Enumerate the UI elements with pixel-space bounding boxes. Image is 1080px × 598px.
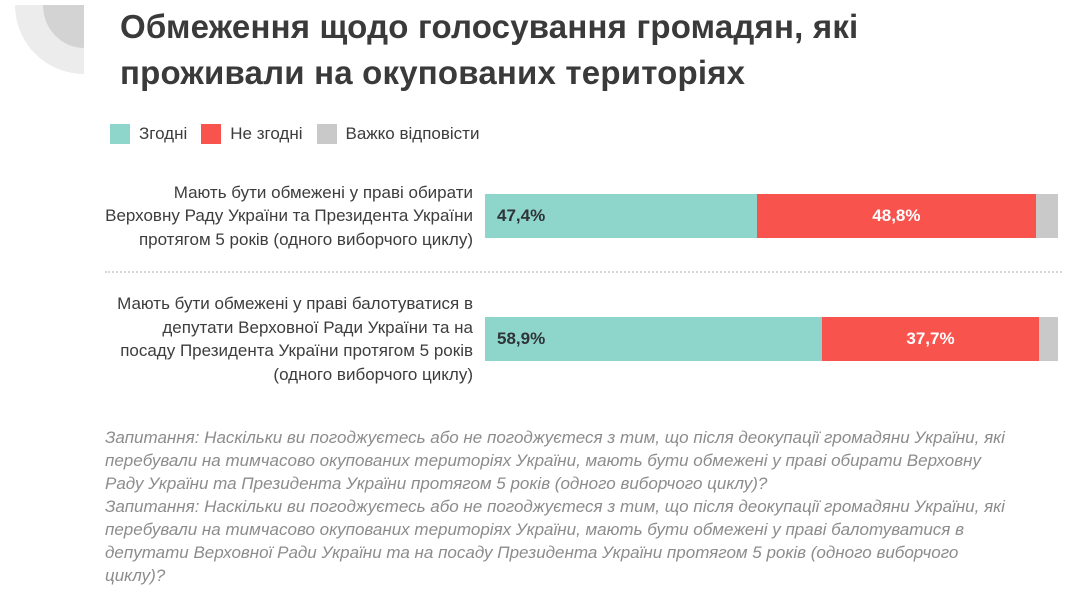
legend-label-hard-to-answer: Важко відповісти <box>345 124 480 143</box>
footnotes: Запитання: Наскільки ви погоджуєтесь або… <box>105 426 1023 587</box>
bar-track: 58,9% 37,7% <box>485 317 1058 361</box>
legend-swatch-agree <box>110 124 130 144</box>
legend-item-disagree: Не згодні <box>201 124 303 144</box>
bar-segment-hard-to-answer <box>1038 317 1058 361</box>
legend-item-hard-to-answer: Важко відповісти <box>316 124 480 144</box>
bar-track: 47,4% 48,8% <box>485 194 1058 238</box>
legend-swatch-disagree <box>201 124 222 144</box>
bar-segment-agree: 58,9% <box>485 317 823 361</box>
legend-item-agree: Згодні <box>110 124 187 144</box>
page-title: Обмеження щодо голосування громадян, які… <box>120 4 1060 96</box>
row-label: Мають бути обмежені у праві обирати Верх… <box>105 182 473 249</box>
bar-segment-hard-to-answer <box>1036 194 1058 238</box>
legend: Згодні Не згодні Важко відповісти <box>110 124 479 144</box>
bar-segment-agree: 47,4% <box>485 194 757 238</box>
page-title-line1: Обмеження щодо голосування громадян, які <box>120 8 859 45</box>
legend-label-disagree: Не згодні <box>230 124 303 143</box>
page-title-line2: проживали на окупованих територіях <box>120 54 746 91</box>
chart-row-candidacy-restriction: Мають бути обмежені у праві балотуватися… <box>105 276 1058 402</box>
footnote-question-1: Запитання: Наскільки ви погоджуєтесь або… <box>105 428 1005 493</box>
chart-row-vote-restriction: Мають бути обмежені у праві обирати Верх… <box>105 163 1058 269</box>
row-separator <box>105 271 1062 273</box>
bar-value-agree: 58,9% <box>497 329 546 348</box>
footnote-question-2: Запитання: Наскільки ви погоджуєтесь або… <box>105 497 1005 585</box>
bar-segment-disagree: 37,7% <box>822 317 1039 361</box>
bar-segment-disagree: 48,8% <box>756 194 1037 238</box>
decorative-quarter-circle <box>15 5 84 74</box>
bar-value-disagree: 37,7% <box>906 329 955 348</box>
legend-swatch-hard-to-answer <box>316 124 337 144</box>
bar-value-disagree: 48,8% <box>872 206 921 225</box>
bar-value-agree: 47,4% <box>497 206 546 225</box>
row-label: Мають бути обмежені у праві балотуватися… <box>117 294 473 384</box>
legend-label-agree: Згодні <box>139 124 188 143</box>
